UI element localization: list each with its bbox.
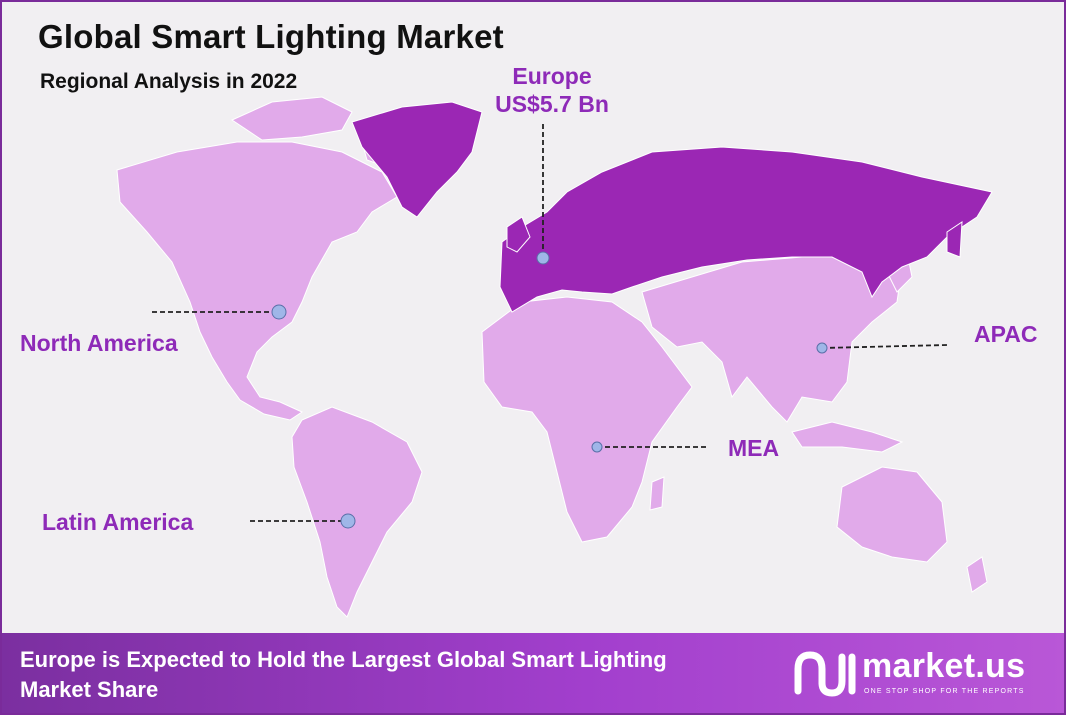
brand-logo: market.us ONE STOP SHOP FOR THE REPORTS <box>790 643 1050 703</box>
map-greenland <box>351 101 483 218</box>
latin-america-marker-icon <box>340 513 356 529</box>
map-latin-america <box>291 406 423 618</box>
apac-label: APAC <box>974 321 1038 347</box>
brand-name: market.us <box>862 647 1026 685</box>
apac-marker-icon <box>816 342 828 354</box>
map-australia <box>836 466 948 563</box>
europe-value: US$5.7 Bn <box>495 91 609 117</box>
footer-banner: Europe is Expected to Hold the Largest G… <box>2 633 1064 713</box>
north-america-label: North America <box>20 330 178 356</box>
mea-marker-icon <box>591 441 603 453</box>
europe-marker-icon <box>536 251 550 265</box>
europe-label: Europe US$5.7 Bn <box>472 62 632 118</box>
apac-connector <box>821 344 948 349</box>
europe-name: Europe <box>512 63 592 89</box>
page-subtitle: Regional Analysis in 2022 <box>40 70 298 93</box>
map-africa <box>481 296 693 543</box>
market-us-logo-icon <box>794 651 856 697</box>
world-map <box>116 96 993 618</box>
map-europe-russia <box>499 146 993 313</box>
map-uk <box>506 216 531 253</box>
brand-tagline: ONE STOP SHOP FOR THE REPORTS <box>864 688 1025 695</box>
map-arctic-islands <box>230 96 353 141</box>
page-title: Global Smart Lighting Market <box>38 18 504 55</box>
map-north-america <box>116 141 398 421</box>
mea-label: MEA <box>728 435 780 461</box>
north-america-marker-icon <box>271 304 287 320</box>
latin-america-label: Latin America <box>42 509 194 535</box>
footer-text: Europe is Expected to Hold the Largest G… <box>20 647 667 702</box>
